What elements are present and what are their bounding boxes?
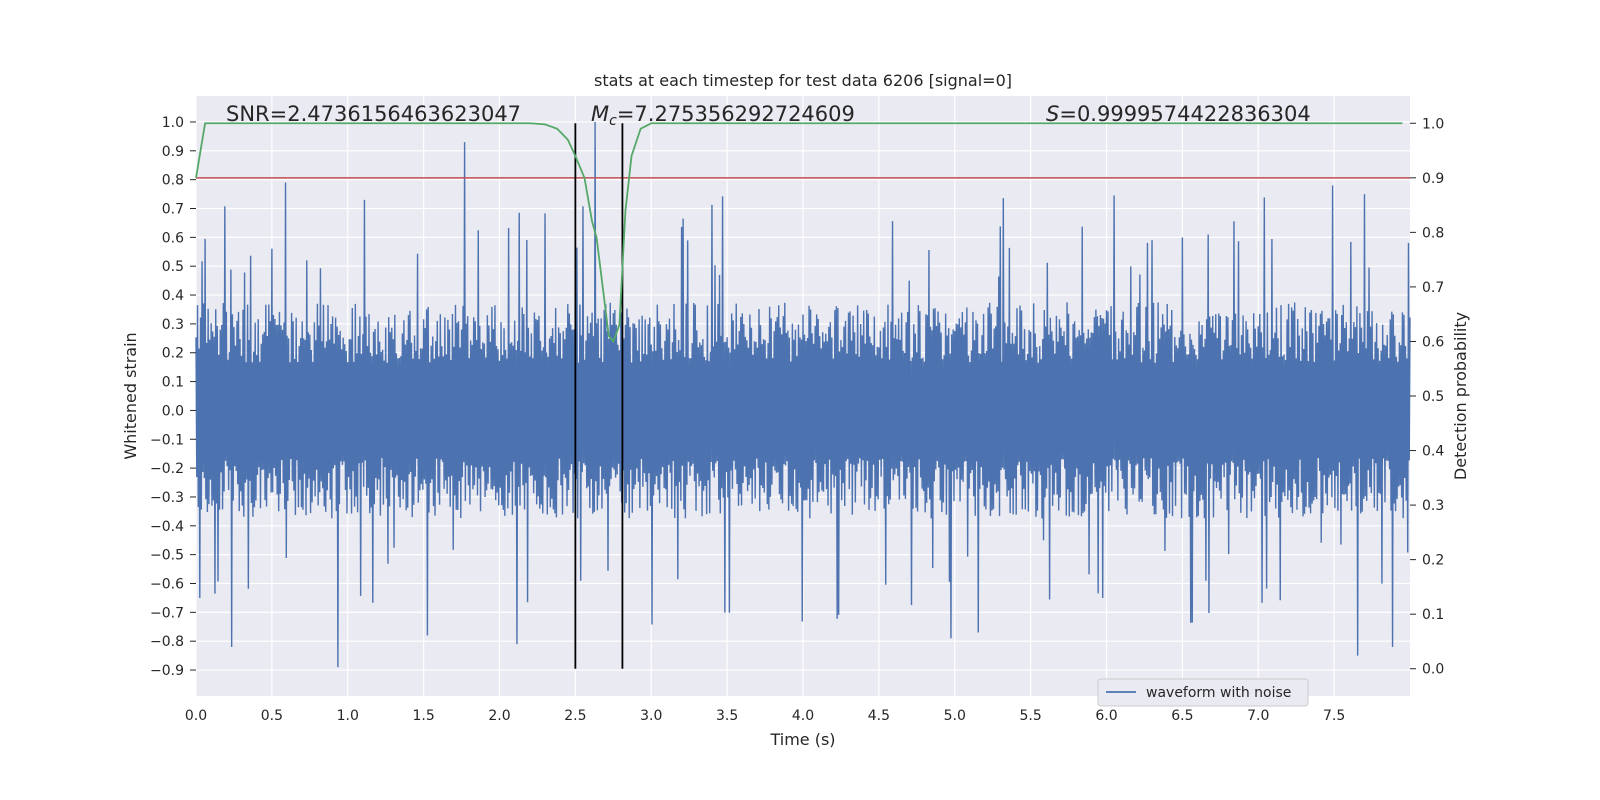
y-axis-left-label: Whitened strain (121, 332, 140, 459)
legend-entry-waveform: waveform with noise (1146, 685, 1291, 701)
y-right-tick-label: 1.0 (1422, 116, 1444, 132)
y-left-tick-label: −0.9 (150, 663, 184, 679)
y-left-tick-label: −0.3 (150, 490, 184, 506)
legend-box (1097, 678, 1309, 707)
x-tick-label: 6.5 (1171, 708, 1193, 724)
y-right-tick-label: 0.8 (1422, 225, 1444, 241)
y-left-tick-label: −0.4 (150, 519, 184, 535)
y-left-tick-label: 0.6 (162, 230, 184, 246)
x-tick-label: 5.0 (944, 708, 966, 724)
x-axis-label: Time (s) (769, 730, 835, 749)
y-left-tick-label: 0.5 (162, 259, 184, 275)
x-tick-label: 2.0 (488, 708, 510, 724)
x-tick-label: 1.5 (412, 708, 434, 724)
x-tick-label: 1.0 (337, 708, 359, 724)
y-left-tick-label: −0.2 (150, 461, 184, 477)
y-right-tick-label: 0.5 (1422, 389, 1444, 405)
chirp-mass-symbol: M (591, 102, 609, 126)
y-axis-right-label: Detection probability (1451, 312, 1470, 480)
y-right-tick-label: 0.9 (1422, 171, 1444, 187)
x-tick-label: 3.5 (716, 708, 738, 724)
x-tick-label: 0.5 (261, 708, 283, 724)
y-left-tick-label: 1.0 (162, 115, 184, 131)
x-tick-label: 7.0 (1247, 708, 1269, 724)
y-right-tick-label: 0.7 (1422, 280, 1444, 296)
score-value: =0.9999574422836304 (1059, 102, 1310, 126)
snr-annotation: SNR=2.4736156463623047 (226, 102, 521, 126)
chirp-mass-value: =7.275356292724609 (617, 102, 855, 126)
vertical-markers (574, 123, 624, 669)
y-right-tick-label: 0.4 (1422, 444, 1444, 460)
y-right-tick-label: 0.3 (1422, 498, 1444, 514)
y-left-tick-label: −0.5 (150, 548, 184, 564)
x-tick-label: 2.5 (564, 708, 586, 724)
x-tick-label: 7.5 (1323, 708, 1345, 724)
chirp-mass-annotation: Mc=7.275356292724609 (591, 102, 855, 129)
score-symbol: S (1046, 102, 1059, 126)
x-tick-label: 5.5 (1019, 708, 1041, 724)
detection-probability-series (195, 122, 1403, 344)
legend: waveform with noise (1097, 678, 1309, 707)
chart-title: stats at each timestep for test data 620… (594, 71, 1012, 90)
x-tick-label: 4.5 (868, 708, 890, 724)
y-left-tick-label: 0.4 (162, 288, 184, 304)
chirp-mass-subscript: c (609, 113, 617, 129)
axis-ticks: 0.0 0.5 1.0 1.5 2.0 2.5 3.0 3.5 4.0 4.5 5.0 5.5 6.0 6… (150, 115, 1444, 724)
y-left-tick-label: −0.6 (150, 577, 184, 593)
y-left-tick-label: 0.9 (162, 144, 184, 160)
x-tick-label: 6.0 (1095, 708, 1117, 724)
y-left-tick-label: −0.7 (150, 605, 184, 621)
y-right-tick-label: 0.2 (1422, 553, 1444, 569)
x-tick-label: 0.0 (185, 708, 207, 724)
waveform-series (195, 121, 1411, 668)
y-left-tick-label: −0.1 (150, 432, 184, 448)
y-left-tick-label: −0.8 (150, 634, 184, 650)
x-tick-label: 4.0 (792, 708, 814, 724)
y-left-tick-label: 0.8 (162, 173, 184, 189)
y-left-tick-label: 0.0 (162, 403, 184, 419)
x-tick-label: 3.0 (640, 708, 662, 724)
y-left-tick-label: 0.3 (162, 317, 184, 333)
y-right-tick-label: 0.1 (1422, 607, 1444, 623)
y-right-tick-label: 0.6 (1422, 334, 1444, 350)
y-right-tick-label: 0.0 (1422, 662, 1444, 678)
waveform-line (195, 121, 1411, 668)
detection-probability-line (195, 122, 1403, 344)
score-annotation: S=0.9999574422836304 (1046, 102, 1311, 126)
y-left-tick-label: 0.1 (162, 375, 184, 391)
y-left-tick-label: 0.7 (162, 202, 184, 218)
y-left-tick-label: 0.2 (162, 346, 184, 362)
